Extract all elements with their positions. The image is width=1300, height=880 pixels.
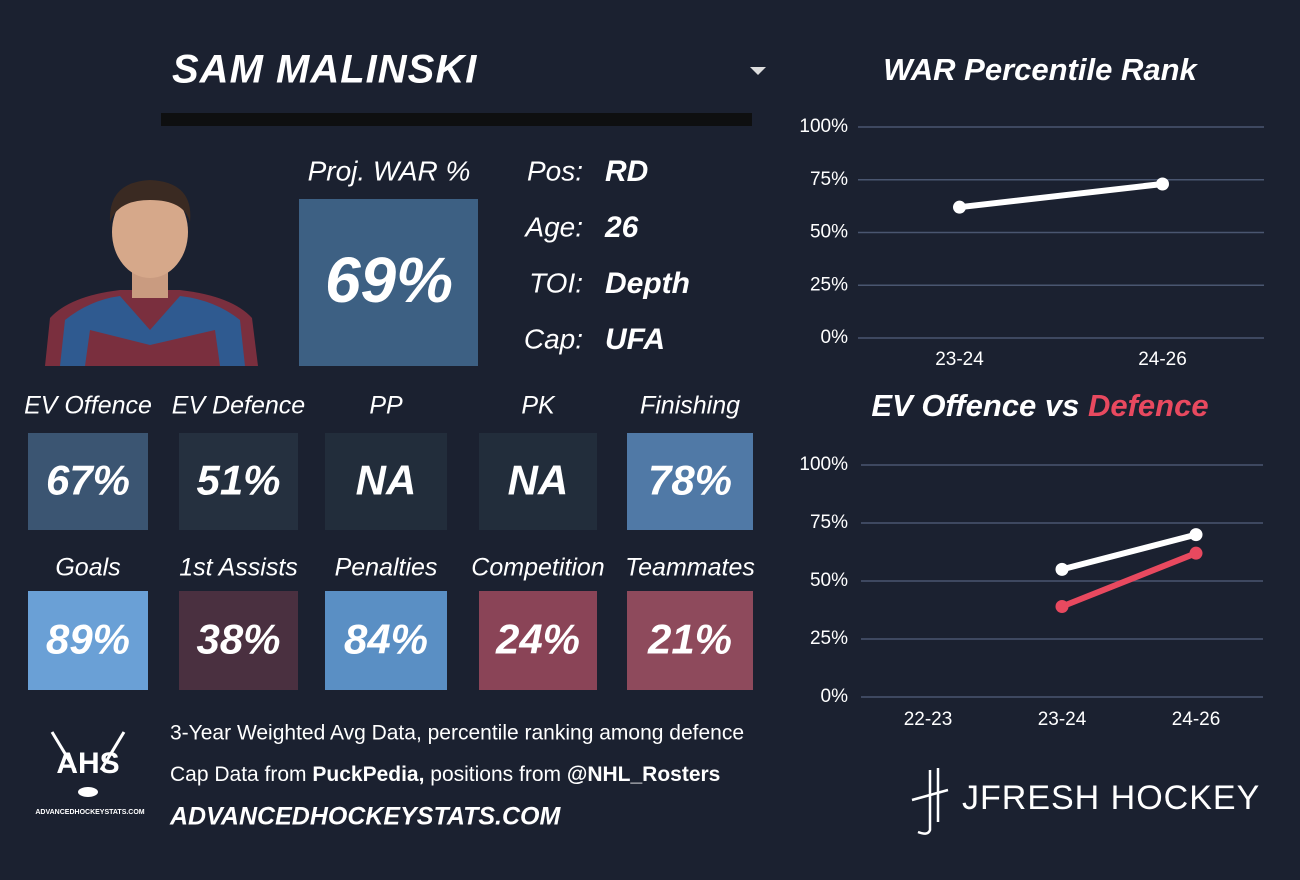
footnote: 3-Year Weighted Avg Data, percentile ran…	[170, 722, 744, 745]
series-line	[956, 180, 1166, 211]
footnote-part: @NHL_Rosters	[567, 763, 721, 786]
brand: JFRESH HOCKEY	[962, 779, 1260, 817]
tile-label: Teammates	[625, 554, 755, 582]
y-tick-label: 100%	[799, 454, 848, 475]
x-tick-label: 22-23	[904, 709, 953, 730]
y-tick-label: 25%	[810, 628, 848, 649]
footnote-part: positions from	[424, 763, 566, 786]
chart-title: EV Offence vs Defence	[871, 388, 1208, 423]
tile-label: Goals	[55, 554, 120, 582]
tile	[179, 591, 298, 690]
series-line	[1059, 531, 1199, 573]
tile	[325, 591, 447, 690]
tile-label: EV Defence	[172, 392, 305, 420]
tile-value: 84%	[344, 616, 428, 663]
dropdown-arrow[interactable]	[750, 67, 766, 75]
tile-label: Competition	[471, 554, 604, 582]
tile	[179, 433, 298, 530]
tile-value: NA	[508, 457, 569, 504]
player-photo	[45, 178, 258, 366]
y-tick-label: 100%	[799, 116, 848, 137]
tile-label: 1st Assists	[179, 554, 298, 582]
y-tick-label: 50%	[810, 222, 848, 243]
jfresh-logo	[911, 768, 949, 835]
x-tick-label: 24-26	[1172, 709, 1221, 730]
tile-value: 38%	[196, 616, 280, 663]
tile-label: PK	[521, 392, 556, 420]
chart-title-part: EV Offence vs	[871, 388, 1088, 423]
y-tick-label: 75%	[810, 512, 848, 533]
info-label: Age:	[523, 211, 583, 242]
tile-label: Penalties	[335, 554, 438, 582]
series-line	[1059, 550, 1199, 610]
point	[1055, 562, 1069, 576]
info-value: UFA	[605, 323, 665, 356]
y-tick-label: 75%	[810, 169, 848, 190]
footnote: Cap Data from PuckPedia, positions from …	[170, 763, 720, 786]
point	[953, 200, 966, 214]
tile	[627, 591, 753, 690]
info-value: 26	[604, 211, 639, 244]
info-value: RD	[605, 155, 648, 188]
tile	[627, 433, 753, 530]
tile-value: 78%	[648, 457, 732, 504]
y-tick-label: 50%	[810, 570, 848, 591]
tile-value: 51%	[196, 457, 280, 504]
point	[1156, 177, 1169, 191]
tile	[479, 433, 597, 530]
point	[1055, 600, 1069, 614]
war-box	[299, 199, 478, 366]
tile-label: EV Offence	[24, 392, 152, 420]
info-label: TOI:	[529, 267, 583, 298]
point	[1189, 546, 1203, 560]
tile	[479, 591, 597, 690]
war-value: 69%	[325, 244, 453, 316]
tile-value: 24%	[495, 616, 580, 663]
y-tick-label: 0%	[821, 327, 849, 348]
tile-label: PP	[369, 392, 403, 420]
war-label: Proj. WAR %	[308, 155, 471, 186]
tile-value: 67%	[46, 457, 130, 504]
tile-value: NA	[356, 457, 417, 504]
x-tick-label: 23-24	[1038, 709, 1087, 730]
info-label: Pos:	[527, 155, 583, 186]
chart-title-part: WAR Percentile Rank	[883, 52, 1198, 87]
x-tick-label: 24-26	[1138, 349, 1187, 370]
tile-label: Finishing	[640, 392, 740, 420]
tile-value: 89%	[46, 616, 130, 663]
x-tick-label: 23-24	[935, 349, 984, 370]
info-label: Cap:	[524, 323, 583, 354]
ahs-logo: AHS ADVANCEDHOCKEYSTATS.COM	[35, 731, 145, 816]
chart-title-highlight: Defence	[1088, 388, 1209, 423]
tile	[28, 591, 148, 690]
player-name: SAM MALINSKI	[172, 48, 477, 92]
y-tick-label: 25%	[810, 274, 848, 295]
info-value: Depth	[605, 267, 690, 300]
footnote-part: Cap Data from	[170, 763, 312, 786]
tile	[28, 433, 148, 530]
name-underline	[161, 113, 752, 126]
tile-value: 21%	[647, 616, 732, 663]
site-link[interactable]: ADVANCEDHOCKEYSTATS.COM	[169, 803, 561, 831]
tile	[325, 433, 447, 530]
y-tick-label: 0%	[821, 686, 849, 707]
point	[1189, 528, 1203, 542]
chart-title: WAR Percentile Rank	[883, 52, 1198, 87]
logo-text: AHS	[56, 747, 119, 780]
footnote-part: PuckPedia,	[312, 763, 424, 786]
logo-subtext: ADVANCEDHOCKEYSTATS.COM	[35, 809, 144, 816]
